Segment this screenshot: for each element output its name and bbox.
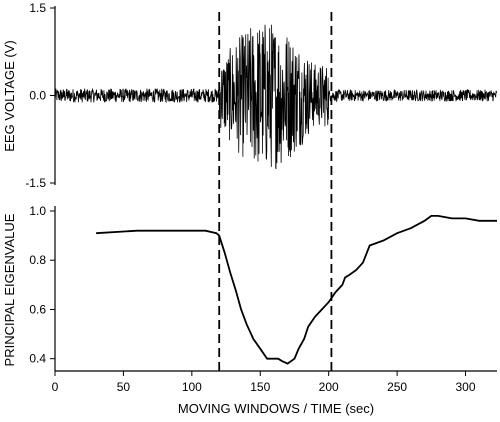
eigen-y-tick-label: 1.0: [29, 204, 46, 218]
eeg-y-axis-title: EEG VOLTAGE (V): [2, 40, 17, 151]
x-tick-label: 250: [387, 380, 407, 394]
x-tick-label: 50: [117, 380, 131, 394]
eeg-y-ticks: 1.5 0.0 -1.5: [25, 1, 55, 190]
eigen-y-axis-title: PRINCIPAL EIGENVALUE: [2, 213, 17, 366]
x-tick-label: 150: [250, 380, 270, 394]
eigenvalue-panel: 1.0 0.8 0.6 0.4 0 50 100 150 200 250 300 PRINCIPA…: [2, 204, 497, 416]
x-tick-label: 100: [182, 380, 202, 394]
eigen-y-tick-label: 0.4: [29, 352, 46, 366]
x-ticks: 0 50 100 150 200 250 300: [52, 371, 476, 394]
eeg-voltage-trace: [54, 24, 498, 170]
eigen-y-tick-label: 0.8: [29, 253, 46, 267]
x-tick-label: 0: [52, 380, 59, 394]
eeg-y-tick-label: 1.5: [29, 1, 46, 15]
x-tick-label: 300: [456, 380, 476, 394]
x-tick-label: 200: [319, 380, 339, 394]
x-axis-title: MOVING WINDOWS / TIME (sec): [178, 401, 374, 416]
eigen-y-ticks: 1.0 0.8 0.6 0.4: [29, 204, 55, 366]
eigen-y-tick-label: 0.6: [29, 302, 46, 316]
eeg-panel: 1.5 0.0 -1.5 EEG VOLTAGE (V): [2, 1, 498, 190]
eeg-y-tick-label: 0.0: [29, 89, 46, 103]
principal-eigenvalue-line: [96, 214, 497, 365]
eeg-y-tick-label: -1.5: [25, 176, 46, 190]
seizure-boundary-markers: [218, 12, 333, 371]
